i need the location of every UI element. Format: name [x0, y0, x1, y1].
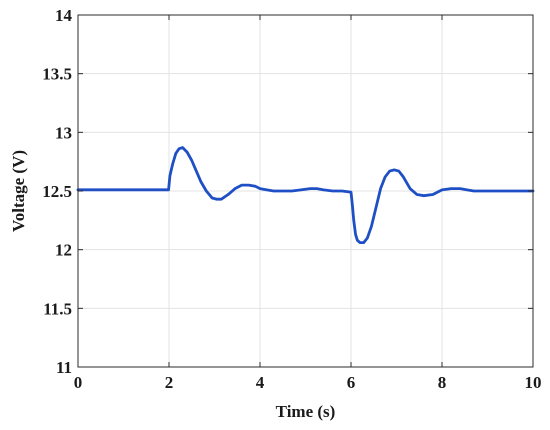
y-tick-label: 11: [56, 358, 72, 377]
x-axis-label: Time (s): [276, 402, 336, 421]
y-tick-label: 13.5: [42, 65, 72, 84]
voltage-series-line: [76, 146, 535, 245]
y-tick-label: 14: [55, 6, 73, 25]
y-tick-label: 12.5: [42, 182, 72, 201]
y-tick-label: 11.5: [43, 299, 72, 318]
x-tick-label: 6: [347, 373, 356, 392]
y-tick-label: 12: [55, 241, 72, 260]
x-tick-label: 10: [525, 373, 542, 392]
x-tick-label: 4: [256, 373, 265, 392]
y-axis-label: Voltage (V): [9, 150, 28, 232]
x-tick-label: 8: [438, 373, 447, 392]
y-axis-ticks: 11 11.5 12 12.5 13 13.5 14: [42, 6, 533, 377]
x-axis-ticks: 0 2 4 6 8 10: [74, 15, 542, 392]
y-tick-label: 13: [55, 123, 72, 142]
x-tick-label: 0: [74, 373, 83, 392]
x-tick-label: 2: [165, 373, 174, 392]
